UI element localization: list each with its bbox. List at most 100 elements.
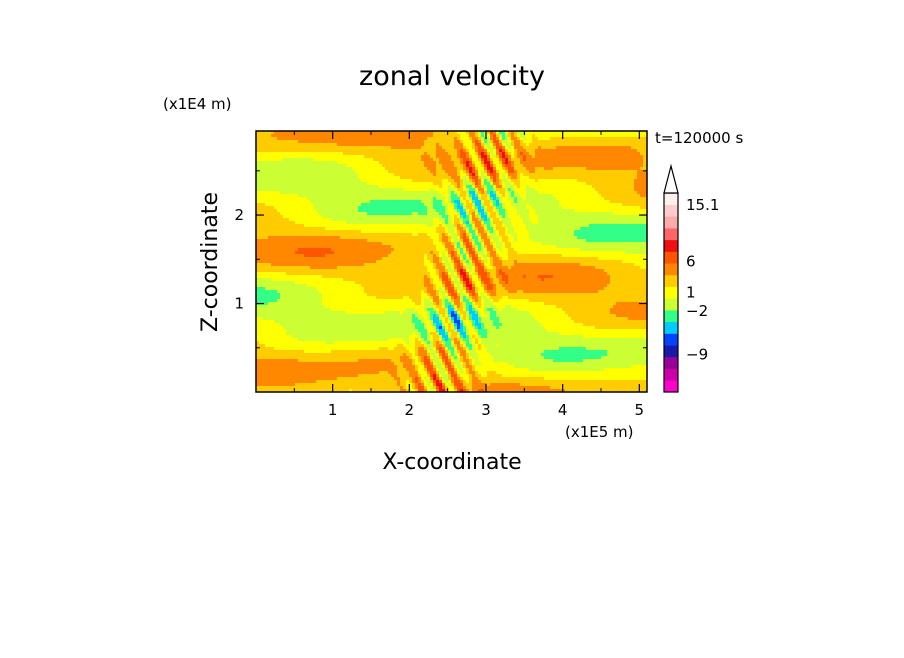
field-cell — [403, 158, 407, 162]
field-cell — [346, 227, 350, 231]
field-cell — [487, 167, 491, 171]
field-cell — [598, 224, 602, 228]
field-cell — [463, 185, 467, 189]
field-cell — [439, 152, 443, 156]
field-cell — [559, 167, 563, 171]
field-cell — [574, 242, 578, 246]
field-cell — [265, 179, 269, 183]
field-cell — [298, 233, 302, 237]
field-cell — [406, 209, 410, 213]
field-cell — [493, 203, 497, 207]
field-cell — [319, 209, 323, 213]
field-cell — [283, 182, 287, 186]
field-cell — [259, 209, 263, 213]
field-cell — [541, 170, 545, 174]
field-cell — [307, 221, 311, 225]
field-cell — [604, 134, 608, 138]
field-cell — [538, 143, 542, 147]
field-cell — [304, 206, 308, 210]
field-cell — [400, 239, 404, 243]
field-cell — [481, 212, 485, 216]
field-cell — [472, 206, 476, 210]
field-cell — [259, 227, 263, 231]
field-cell — [397, 215, 401, 219]
field-cell — [619, 212, 623, 216]
field-cell — [469, 206, 473, 210]
field-cell — [520, 164, 524, 168]
field-cell — [598, 236, 602, 240]
field-cell — [526, 209, 530, 213]
field-cell — [610, 176, 614, 180]
field-cell — [268, 176, 272, 180]
field-cell — [283, 167, 287, 171]
field-cell — [451, 146, 455, 150]
field-cell — [577, 227, 581, 231]
field-cell — [520, 212, 524, 216]
field-cell — [442, 173, 446, 177]
field-cell — [334, 206, 338, 210]
field-cell — [280, 164, 284, 168]
field-cell — [346, 179, 350, 183]
field-cell — [358, 200, 362, 204]
field-cell — [436, 182, 440, 186]
field-cell — [580, 161, 584, 165]
field-cell — [403, 200, 407, 204]
field-cell — [295, 143, 299, 147]
field-cell — [526, 161, 530, 165]
field-cell — [613, 185, 617, 189]
field-cell — [292, 227, 296, 231]
field-cell — [454, 206, 458, 210]
field-cell — [277, 185, 281, 189]
field-cell — [511, 218, 515, 222]
field-cell — [289, 236, 293, 240]
field-cell — [313, 215, 317, 219]
field-cell — [508, 152, 512, 156]
field-cell — [592, 131, 596, 135]
field-cell — [451, 215, 455, 219]
field-cell — [433, 221, 437, 225]
field-cell — [445, 188, 449, 192]
field-cell — [301, 185, 305, 189]
field-cell — [598, 194, 602, 198]
field-cell — [640, 152, 644, 156]
field-cell — [520, 209, 524, 213]
field-cell — [265, 227, 269, 231]
field-cell — [415, 218, 419, 222]
field-cell — [334, 140, 338, 144]
field-cell — [271, 140, 275, 144]
field-cell — [583, 188, 587, 192]
field-cell — [331, 179, 335, 183]
field-cell — [295, 182, 299, 186]
field-cell — [439, 224, 443, 228]
field-cell — [559, 170, 563, 174]
field-cell — [625, 203, 629, 207]
field-cell — [268, 227, 272, 231]
field-cell — [487, 185, 491, 189]
field-cell — [307, 242, 311, 246]
field-cell — [463, 179, 467, 183]
field-cell — [451, 197, 455, 201]
field-cell — [298, 182, 302, 186]
field-cell — [346, 236, 350, 240]
field-cell — [592, 143, 596, 147]
field-cell — [457, 221, 461, 225]
field-cell — [400, 140, 404, 144]
field-cell — [337, 194, 341, 198]
field-cell — [553, 203, 557, 207]
field-cell — [271, 206, 275, 210]
field-cell — [325, 200, 329, 204]
field-cell — [364, 209, 368, 213]
field-cell — [610, 182, 614, 186]
field-cell — [307, 143, 311, 147]
field-cell — [277, 137, 281, 141]
field-cell — [451, 230, 455, 234]
field-cell — [265, 143, 269, 147]
field-cell — [598, 227, 602, 231]
field-cell — [403, 173, 407, 177]
field-cell — [607, 218, 611, 222]
field-cell — [517, 155, 521, 159]
field-cell — [529, 131, 533, 135]
field-cell — [397, 152, 401, 156]
field-cell — [592, 200, 596, 204]
